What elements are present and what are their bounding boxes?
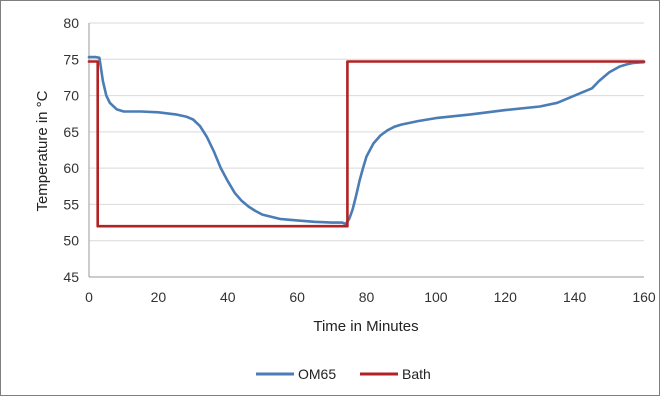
y-tick-60: 60: [63, 160, 79, 176]
series-layer: [87, 55, 646, 228]
x-axis-title: Time in Minutes: [313, 318, 418, 335]
y-tick-45: 45: [63, 269, 79, 285]
x-tick-20: 20: [151, 289, 167, 305]
y-tick-55: 55: [63, 196, 79, 212]
x-tick-0: 0: [85, 289, 93, 305]
series-line-bath: [87, 60, 646, 228]
x-tick-140: 140: [563, 289, 587, 305]
series-line-om65: [87, 55, 646, 226]
legend-label-om65: OM65: [298, 366, 336, 382]
y-axis-title: Temperature in °C: [34, 90, 51, 211]
y-tick-80: 80: [63, 15, 79, 31]
legend: OM65 Bath: [256, 366, 431, 382]
legend-label-bath: Bath: [402, 366, 431, 382]
y-tick-50: 50: [63, 233, 79, 249]
x-tick-100: 100: [424, 289, 448, 305]
gridlines: [89, 22, 644, 242]
x-tick-80: 80: [359, 289, 375, 305]
x-tick-160: 160: [632, 289, 656, 305]
y-tick-70: 70: [63, 88, 79, 104]
x-tick-60: 60: [289, 289, 305, 305]
x-tick-40: 40: [220, 289, 236, 305]
x-tick-labels: 0 20 40 60 80 100 120 140 160: [85, 289, 656, 305]
y-tick-75: 75: [63, 51, 79, 67]
plot-area: [88, 23, 644, 278]
x-tick-120: 120: [494, 289, 518, 305]
y-tick-65: 65: [63, 124, 79, 140]
y-tick-labels: 45 50 55 60 65 70 75 80: [63, 15, 79, 285]
